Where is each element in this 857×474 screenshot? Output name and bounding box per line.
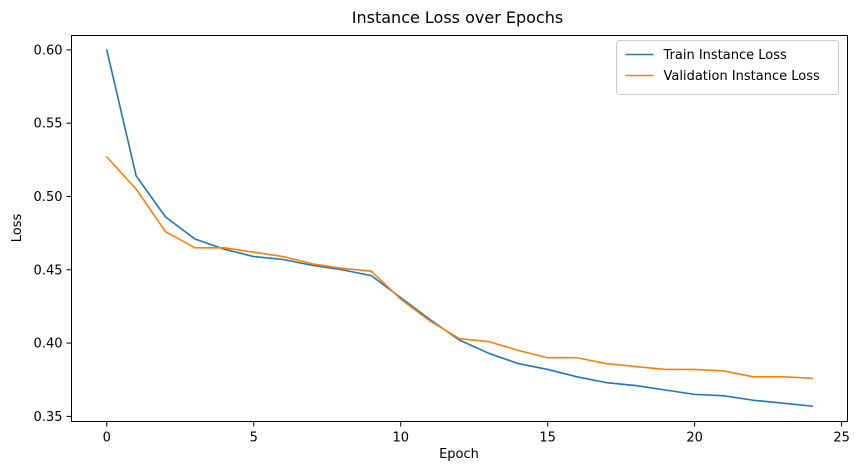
y-tick-label: 0.60 [34,43,63,58]
y-tick-label: 0.35 [34,410,63,425]
x-axis-ticks: 0 5 10 15 20 25 [103,421,850,446]
legend: Train Instance Loss Validation Instance L… [616,40,839,95]
y-axis-label: Loss [10,214,25,243]
x-axis-label: Epoch [439,447,479,462]
y-tick-label: 0.50 [34,190,63,205]
plot-frame [71,35,848,422]
y-tick-label: 0.55 [34,117,63,132]
y-tick-label: 0.45 [34,263,63,278]
legend-label-train: Train Instance Loss [663,48,787,63]
x-tick-label: 10 [392,431,409,446]
plot-area [105,49,814,407]
x-tick-label: 0 [103,431,111,446]
y-axis-ticks: 0.35 0.40 0.45 0.50 0.55 0.60 [34,43,72,425]
series-line-validation [105,156,814,380]
x-tick-label: 20 [686,431,703,446]
series-line-train [105,49,814,407]
legend-box [616,40,839,95]
y-tick-label: 0.40 [34,337,63,352]
chart-title: Instance Loss over Epochs [352,8,563,27]
legend-label-validation: Validation Instance Loss [664,69,820,84]
x-tick-label: 15 [539,431,556,446]
x-tick-label: 5 [250,431,258,446]
x-tick-label: 25 [833,431,850,446]
